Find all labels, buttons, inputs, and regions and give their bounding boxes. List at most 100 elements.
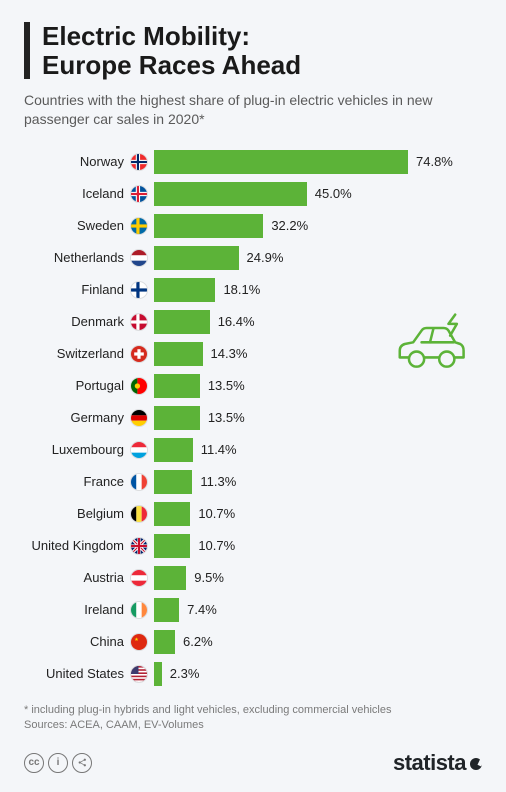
belgium-flag-icon: [130, 505, 148, 523]
ev-car-icon: [388, 302, 472, 383]
bar-area: 18.1%: [154, 278, 482, 302]
ireland-flag-icon: [130, 601, 148, 619]
bar-area: 6.2%: [154, 630, 482, 654]
chart-row: China★ 6.2%: [24, 627, 482, 657]
value-label: 10.7%: [198, 506, 235, 521]
chart-row: Sweden 32.2%: [24, 211, 482, 241]
chart-row: France11.3%: [24, 467, 482, 497]
bar-area: 11.3%: [154, 470, 482, 494]
chart-row: United States 2.3%: [24, 659, 482, 689]
subtitle: Countries with the highest share of plug…: [24, 91, 482, 129]
info-icon: i: [48, 753, 68, 773]
value-label: 18.1%: [223, 282, 260, 297]
title-line1: Electric Mobility:: [42, 22, 482, 51]
bar-area: 9.5%: [154, 566, 482, 590]
value-label: 6.2%: [183, 634, 213, 649]
chart-row: Luxembourg11.4%: [24, 435, 482, 465]
finland-flag-icon: [130, 281, 148, 299]
bar-area: 10.7%: [154, 534, 482, 558]
value-label: 2.3%: [170, 666, 200, 681]
brand-logo: statista: [393, 750, 482, 776]
title-line2: Europe Races Ahead: [42, 51, 482, 80]
chart-row: Finland 18.1%: [24, 275, 482, 305]
bar: [154, 566, 186, 590]
cc-icon: cc: [24, 753, 44, 773]
value-label: 10.7%: [198, 538, 235, 553]
bar: [154, 374, 200, 398]
country-label: Iceland: [24, 186, 130, 201]
chart-row: Iceland 45.0%: [24, 179, 482, 209]
brand-text: statista: [393, 750, 466, 776]
bar-area: 10.7%: [154, 502, 482, 526]
infographic-container: Electric Mobility: Europe Races Ahead Co…: [0, 0, 506, 792]
usa-flag-icon: [130, 665, 148, 683]
country-label: Sweden: [24, 218, 130, 233]
country-label: Norway: [24, 154, 130, 169]
iceland-flag-icon: [130, 185, 148, 203]
bar-area: 45.0%: [154, 182, 482, 206]
country-label: Denmark: [24, 314, 130, 329]
license-badges: cc i: [24, 753, 92, 773]
austria-flag-icon: [130, 569, 148, 587]
denmark-flag-icon: [130, 313, 148, 331]
value-label: 13.5%: [208, 410, 245, 425]
value-label: 11.4%: [201, 442, 237, 457]
bar: [154, 342, 203, 366]
value-label: 74.8%: [416, 154, 453, 169]
country-label: Finland: [24, 282, 130, 297]
footnote-line2: Sources: ACEA, CAAM, EV-Volumes: [24, 718, 482, 733]
bar: [154, 150, 408, 174]
china-flag-icon: ★: [130, 633, 148, 651]
country-label: United Kingdom: [24, 538, 130, 553]
bar: [154, 246, 239, 270]
value-label: 7.4%: [187, 602, 217, 617]
country-label: Switzerland: [24, 346, 130, 361]
country-label: Belgium: [24, 506, 130, 521]
bar: [154, 278, 215, 302]
bar-area: 74.8%: [154, 150, 482, 174]
bar: [154, 662, 162, 686]
sweden-flag-icon: [130, 217, 148, 235]
chart-row: United Kingdom 10.7%: [24, 531, 482, 561]
bar-chart: Norway 74.8% Iceland 45.0% Sweden 32.2% Nether…: [24, 147, 482, 689]
luxembourg-flag-icon: [130, 441, 148, 459]
bar: [154, 438, 193, 462]
country-label: Ireland: [24, 602, 130, 617]
footnote: * including plug-in hybrids and light ve…: [24, 703, 482, 734]
value-label: 24.9%: [247, 250, 284, 265]
chart-row: Austria9.5%: [24, 563, 482, 593]
bar: [154, 182, 307, 206]
chart-row: Norway 74.8%: [24, 147, 482, 177]
bar: [154, 502, 190, 526]
chart-row: Belgium 10.7%: [24, 499, 482, 529]
value-label: 14.3%: [211, 346, 248, 361]
bar-area: 13.5%: [154, 406, 482, 430]
country-label: United States: [24, 666, 130, 681]
uk-flag-icon: [130, 537, 148, 555]
value-label: 11.3%: [200, 474, 236, 489]
bar: [154, 214, 263, 238]
germany-flag-icon: [130, 409, 148, 427]
country-label: China: [24, 634, 130, 649]
france-flag-icon: [130, 473, 148, 491]
bar-area: 11.4%: [154, 438, 482, 462]
bar: [154, 406, 200, 430]
norway-flag-icon: [130, 153, 148, 171]
chart-row: Netherlands 24.9%: [24, 243, 482, 273]
chart-row: Germany13.5%: [24, 403, 482, 433]
bar: [154, 598, 179, 622]
bar-area: 32.2%: [154, 214, 482, 238]
value-label: 45.0%: [315, 186, 352, 201]
bar: [154, 470, 192, 494]
switzerland-flag-icon: [130, 345, 148, 363]
value-label: 13.5%: [208, 378, 245, 393]
country-label: Portugal: [24, 378, 130, 393]
bar-area: 2.3%: [154, 662, 482, 686]
value-label: 9.5%: [194, 570, 224, 585]
value-label: 32.2%: [271, 218, 308, 233]
title-block: Electric Mobility: Europe Races Ahead: [24, 22, 482, 79]
chart-row: Ireland 7.4%: [24, 595, 482, 625]
country-label: Netherlands: [24, 250, 130, 265]
portugal-flag-icon: [130, 377, 148, 395]
footer-row: cc i statista: [24, 748, 482, 776]
